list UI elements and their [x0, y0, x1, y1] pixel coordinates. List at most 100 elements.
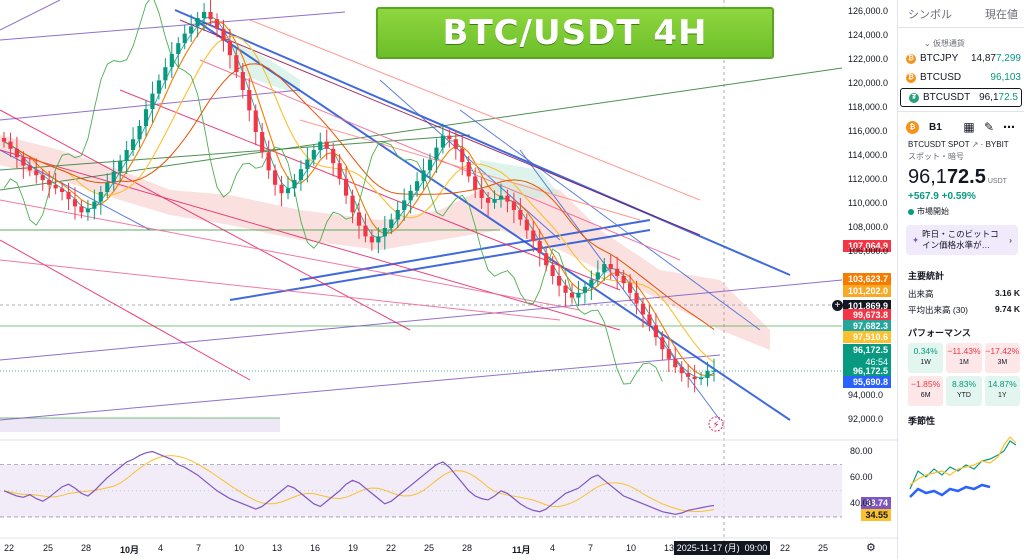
lagging-span — [3, 0, 663, 385]
perf-cell-1m[interactable]: −11.43% 1M — [946, 343, 982, 373]
trendline — [0, 11, 346, 41]
trendline — [229, 229, 651, 301]
candle — [156, 80, 161, 94]
seasonality-chart[interactable] — [904, 431, 1024, 511]
trendline — [0, 109, 411, 331]
symbol-description: BTCUSDT SPOT ↗ · BYBIT — [908, 140, 1009, 149]
perf-cell-6m[interactable]: −1.85% 6M — [908, 376, 944, 406]
news-item[interactable]: ✦ 昨日・このビットコイン価格水準が… › — [906, 225, 1018, 255]
candle — [14, 148, 19, 158]
symbol-column-header[interactable]: シンボル — [908, 8, 952, 21]
candle — [318, 141, 323, 150]
trendline — [0, 354, 721, 421]
candle — [382, 228, 387, 237]
perf-cell-ytd[interactable]: 8.83% YTD — [946, 376, 982, 406]
time-axis-tick: 10月 — [120, 545, 140, 555]
price-column-header[interactable]: 現在値 — [985, 8, 1018, 21]
candle — [202, 12, 207, 18]
candle — [569, 292, 575, 298]
candle — [8, 141, 13, 149]
candle — [137, 126, 142, 140]
perf-cell-1y[interactable]: 14.87% 1Y — [984, 376, 1020, 406]
price-axis-tick: 106,000.0 — [848, 246, 889, 256]
trendline — [249, 19, 701, 201]
candle — [550, 265, 555, 276]
candle — [208, 12, 213, 20]
performance-grid: 0.34% 1W −11.43% 1M −17.42% 3M −1.85% 6M 8.8… — [898, 343, 1024, 406]
time-axis-tick: 16 — [310, 543, 321, 553]
time-axis-tick: 25 — [818, 543, 829, 553]
candle — [602, 264, 607, 273]
range-box — [0, 418, 280, 432]
candle — [150, 93, 155, 110]
time-axis-tick: 13 — [664, 543, 675, 553]
candle — [531, 230, 536, 242]
price-axis-tick: 124,000.0 — [848, 30, 889, 40]
trendline — [299, 219, 651, 281]
price-axis-tick: 108,000.0 — [848, 222, 889, 232]
time-axis-tick: 10 — [234, 543, 245, 553]
candle — [505, 195, 510, 202]
candle — [34, 170, 39, 176]
price-axis-tick: 122,000.0 — [848, 54, 889, 64]
moving-average — [3, 35, 715, 363]
watchlist-item-btcjpy[interactable]: ₿ BTCJPY 14,877,299 — [898, 49, 1024, 68]
add-alert-icon[interactable]: + — [832, 300, 843, 311]
settings-icon[interactable]: ⚙ — [866, 542, 876, 554]
rsi-axis-tick: 40.00 — [850, 497, 873, 508]
perf-cell-3m[interactable]: −17.42% 3M — [984, 343, 1020, 373]
candle — [92, 201, 97, 209]
candle — [544, 253, 549, 266]
perf-cell-1w[interactable]: 0.34% 1W — [908, 343, 944, 373]
watchlist-item-btcusd[interactable]: ₿ BTCUSD 96,103 — [898, 68, 1024, 87]
candle — [111, 171, 116, 183]
candle — [1, 138, 7, 142]
candle — [563, 285, 568, 293]
candle — [447, 135, 452, 140]
watchlist-item-btcusdt[interactable]: ₮ BTCUSDT 96,172.5 — [900, 88, 1022, 107]
candle — [98, 192, 103, 202]
trendline — [379, 79, 561, 241]
price-chart[interactable]: ⚡ — [0, 0, 897, 559]
candle — [292, 180, 297, 189]
candle — [440, 135, 445, 148]
time-axis-tick: 4 — [550, 543, 556, 553]
trendline — [0, 67, 843, 191]
symbol-toolbar: ₿ B1 ▦ ✎ ⋯ — [898, 116, 1024, 138]
rsi-ma-line — [3, 455, 715, 513]
key-stats-title: 主要統計 — [908, 271, 945, 281]
candle — [143, 109, 149, 126]
market-status: 市場開始 — [898, 204, 1024, 219]
price-change: +567.9 +0.59% — [908, 191, 976, 202]
candle — [305, 159, 310, 170]
candle — [395, 210, 400, 220]
time-axis-tick: 7 — [588, 543, 594, 553]
candle — [124, 150, 129, 161]
candle — [163, 67, 168, 81]
edit-icon[interactable]: ✎ — [983, 120, 995, 134]
watchlist-section-label[interactable]: ⌄ 仮想通貨 — [924, 39, 965, 48]
candle — [298, 169, 303, 180]
candle — [421, 170, 426, 182]
candle — [511, 201, 516, 210]
candle — [692, 376, 697, 380]
candle — [234, 55, 239, 72]
candle — [402, 200, 407, 210]
candle — [195, 18, 200, 27]
chevron-down-icon: ⌄ — [924, 39, 931, 48]
right-panel: シンボル 現在値 ⌄ 仮想通貨 ₿ BTCJPY 14,877,299 ₿ BT… — [897, 0, 1024, 559]
external-link-icon[interactable]: ↗ — [971, 140, 979, 149]
more-icon[interactable]: ⋯ — [1003, 120, 1015, 134]
candle — [337, 163, 342, 179]
candle — [653, 325, 658, 338]
grid-icon[interactable]: ▦ — [963, 120, 975, 134]
candle — [356, 212, 362, 226]
candle — [660, 337, 665, 350]
chart-area[interactable]: ⚡ BTC/USDT 4H 107,064.9 103,623.7 101,202.… — [0, 0, 897, 559]
time-axis-tick: 4 — [158, 543, 164, 553]
candle — [363, 225, 368, 237]
price-tag: 96,172.5 46:54 — [843, 344, 891, 367]
moving-average — [3, 63, 715, 330]
bitcoin-icon: ₮ — [909, 92, 919, 103]
candle — [311, 150, 316, 160]
